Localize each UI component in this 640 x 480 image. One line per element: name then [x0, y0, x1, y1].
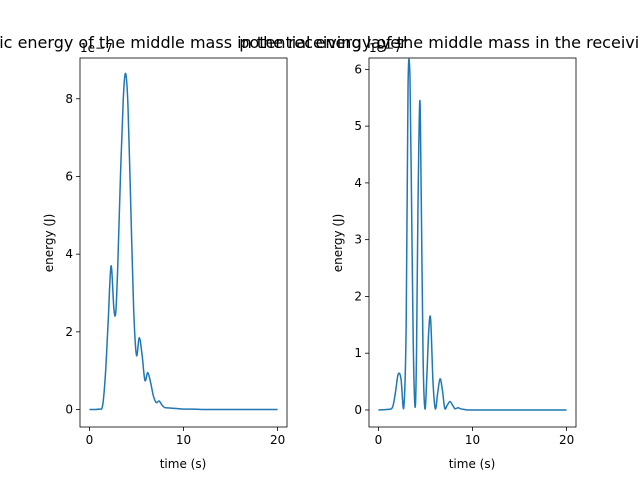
y-axis-label: energy (J) [331, 214, 345, 273]
y-axis-label: energy (J) [42, 214, 56, 273]
chart-title: potential energy of the middle mass in t… [239, 33, 640, 52]
x-tick-label: 10 [176, 433, 191, 447]
y-tick-label: 1 [354, 346, 362, 360]
x-axis-label: time (s) [449, 457, 496, 471]
data-line [378, 58, 567, 411]
x-tick-label: 20 [270, 433, 285, 447]
tick-group: 0 10 20 0 2 4 6 8 [65, 92, 285, 447]
y-offset-label: 1e−7 [80, 41, 113, 55]
x-tick-label: 10 [465, 433, 480, 447]
y-tick-label: 2 [65, 325, 73, 339]
plot-area-frame [79, 57, 288, 428]
y-tick-label: 6 [65, 169, 73, 183]
x-tick-label: 20 [559, 433, 574, 447]
x-axis-label: time (s) [160, 457, 207, 471]
y-tick-label: 2 [354, 289, 362, 303]
y-tick-label: 3 [354, 233, 362, 247]
y-tick-label: 0 [65, 403, 73, 417]
y-tick-label: 6 [354, 62, 362, 76]
data-line [89, 72, 278, 411]
potential-energy-chart: 0 10 20 0 1 2 3 4 5 6 potential energy of the mid… [239, 33, 640, 471]
y-offset-label: 1e−7 [369, 41, 402, 55]
tick-group: 0 10 20 0 1 2 3 4 5 6 [354, 62, 574, 447]
x-tick-label: 0 [375, 433, 383, 447]
x-tick-label: 0 [86, 433, 94, 447]
y-tick-label: 5 [354, 119, 362, 133]
plot-area-frame [368, 57, 577, 428]
chart-title: kinetic energy of the middle mass in the… [0, 33, 407, 52]
y-tick-label: 8 [65, 92, 73, 106]
y-tick-label: 0 [354, 403, 362, 417]
y-tick-label: 4 [354, 176, 362, 190]
y-tick-label: 4 [65, 247, 73, 261]
